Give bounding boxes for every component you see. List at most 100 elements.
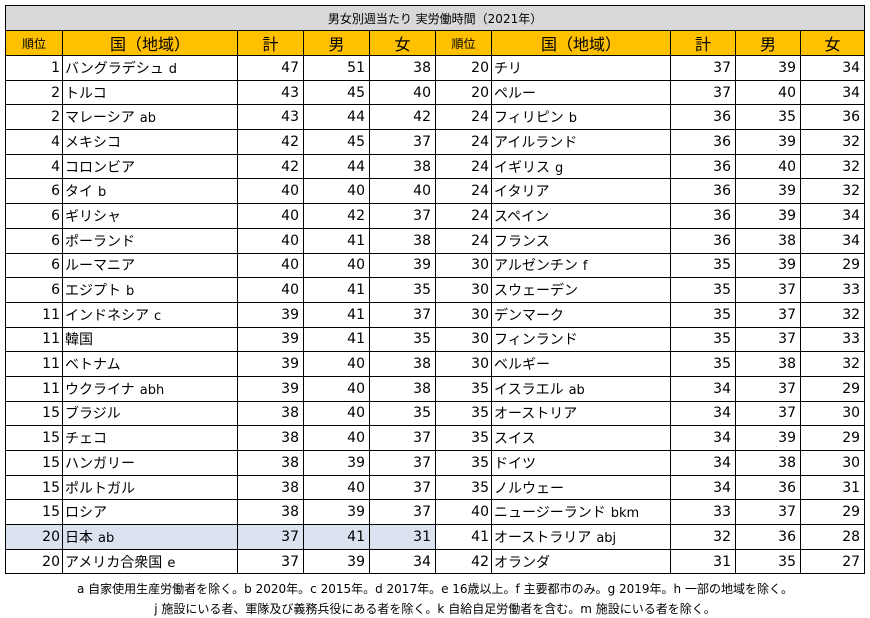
country-name: フランス bbox=[494, 233, 550, 250]
country-name: アメリカ合衆国 bbox=[65, 554, 163, 571]
male: 41 bbox=[303, 227, 370, 254]
country: スウェーデン bbox=[491, 277, 671, 303]
country-name: デンマーク bbox=[494, 307, 564, 324]
rank: 15 bbox=[5, 450, 63, 476]
male: 41 bbox=[303, 277, 370, 303]
female: 34 bbox=[369, 548, 436, 575]
country-name: ニュージーランド bbox=[494, 505, 606, 522]
title-row: 男女別週当たり 実労働時間（2021年） bbox=[4, 5, 866, 31]
female: 37 bbox=[369, 301, 436, 328]
data-row: 1 バングラデシュ d 47 51 38 20 チリ 37 39 34 bbox=[5, 55, 866, 81]
female: 34 bbox=[799, 203, 866, 229]
female: 35 bbox=[369, 277, 436, 303]
female: 38 bbox=[369, 375, 436, 402]
female: 29 bbox=[799, 375, 866, 402]
country-note: ab bbox=[139, 111, 156, 127]
female: 33 bbox=[799, 277, 866, 303]
male: 45 bbox=[303, 79, 370, 106]
data-row: 11 韓国 39 41 35 30 フィンランド 35 37 33 bbox=[5, 326, 866, 353]
rank: 2 bbox=[5, 79, 63, 106]
country-name: ベトナム bbox=[65, 357, 121, 374]
country: スペイン bbox=[491, 203, 671, 229]
data-row: 6 エジプト b 40 41 35 30 スウェーデン 35 37 33 bbox=[5, 277, 866, 303]
column-header: 女 bbox=[369, 30, 436, 56]
country-name: イギリス bbox=[494, 159, 550, 176]
female: 35 bbox=[369, 326, 436, 353]
male: 44 bbox=[303, 153, 370, 180]
total: 42 bbox=[237, 129, 304, 155]
female: 35 bbox=[369, 400, 436, 427]
country-name: チェコ bbox=[65, 431, 107, 448]
country: ルーマニア bbox=[62, 252, 238, 279]
male: 39 bbox=[735, 425, 801, 451]
rank: 35 bbox=[435, 400, 492, 427]
column-header: 計 bbox=[237, 30, 304, 56]
column-header: 男 bbox=[303, 30, 370, 56]
total: 36 bbox=[670, 129, 736, 155]
total: 38 bbox=[237, 474, 304, 501]
data-row: 6 タイ b 40 40 40 24 イタリア 36 39 32 bbox=[5, 178, 866, 205]
data-row: 4 コロンビア 42 44 38 24 イギリス g 36 40 32 bbox=[5, 153, 866, 180]
rank: 30 bbox=[435, 351, 492, 377]
column-header: 計 bbox=[670, 30, 736, 56]
country: アルゼンチン f bbox=[491, 252, 671, 279]
male: 39 bbox=[303, 548, 370, 575]
country-note: ab bbox=[568, 382, 585, 398]
country: マレーシア ab bbox=[62, 104, 238, 131]
male: 36 bbox=[735, 474, 801, 501]
male: 40 bbox=[735, 79, 801, 106]
country: イタリア bbox=[491, 178, 671, 205]
total: 35 bbox=[670, 301, 736, 328]
rank: 15 bbox=[5, 499, 63, 526]
rank: 15 bbox=[5, 425, 63, 451]
country: アイルランド bbox=[491, 129, 671, 155]
total: 33 bbox=[670, 499, 736, 526]
total: 34 bbox=[670, 400, 736, 427]
country-name: 日本 bbox=[65, 529, 93, 546]
total: 35 bbox=[670, 326, 736, 353]
total: 40 bbox=[237, 252, 304, 279]
female: 40 bbox=[369, 178, 436, 205]
male: 39 bbox=[735, 178, 801, 205]
column-header: 国（地域） bbox=[491, 30, 671, 56]
country: ベルギー bbox=[491, 351, 671, 377]
country-name: メキシコ bbox=[65, 134, 121, 151]
country-name: 韓国 bbox=[65, 332, 93, 349]
female: 37 bbox=[369, 450, 436, 476]
country-name: ペルー bbox=[494, 85, 536, 102]
male: 44 bbox=[303, 104, 370, 131]
column-header: 順位 bbox=[435, 30, 492, 56]
female: 37 bbox=[369, 129, 436, 155]
total: 38 bbox=[237, 450, 304, 476]
total: 43 bbox=[237, 104, 304, 131]
rank: 24 bbox=[435, 153, 492, 180]
rank: 24 bbox=[435, 129, 492, 155]
rank: 35 bbox=[435, 425, 492, 451]
country-name: オーストリア bbox=[494, 406, 578, 423]
country-note: bkm bbox=[610, 506, 640, 522]
rank: 20 bbox=[5, 548, 63, 575]
total: 40 bbox=[237, 178, 304, 205]
data-row: 2 トルコ 43 45 40 20 ペルー 37 40 34 bbox=[5, 79, 866, 106]
country-name: チリ bbox=[494, 60, 522, 77]
data-row: 6 ルーマニア 40 40 39 30 アルゼンチン f 35 39 29 bbox=[5, 252, 866, 279]
female: 32 bbox=[799, 129, 866, 155]
female: 32 bbox=[799, 178, 866, 205]
female: 32 bbox=[799, 301, 866, 328]
female: 38 bbox=[369, 55, 436, 81]
country-name: オランダ bbox=[494, 554, 550, 571]
country: ロシア bbox=[62, 499, 238, 526]
country-name: イタリア bbox=[494, 184, 550, 201]
female: 38 bbox=[369, 153, 436, 180]
female: 38 bbox=[369, 227, 436, 254]
country: ポルトガル bbox=[62, 474, 238, 501]
male: 51 bbox=[303, 55, 370, 81]
country: インドネシア c bbox=[62, 301, 238, 328]
total: 31 bbox=[670, 548, 736, 575]
country: バングラデシュ d bbox=[62, 55, 238, 81]
country-name: フィリピン bbox=[494, 110, 564, 127]
country: ベトナム bbox=[62, 351, 238, 377]
country-note: abh bbox=[139, 382, 165, 398]
total: 34 bbox=[670, 450, 736, 476]
data-row: 11 ベトナム 39 40 38 30 ベルギー 35 38 32 bbox=[5, 351, 866, 377]
